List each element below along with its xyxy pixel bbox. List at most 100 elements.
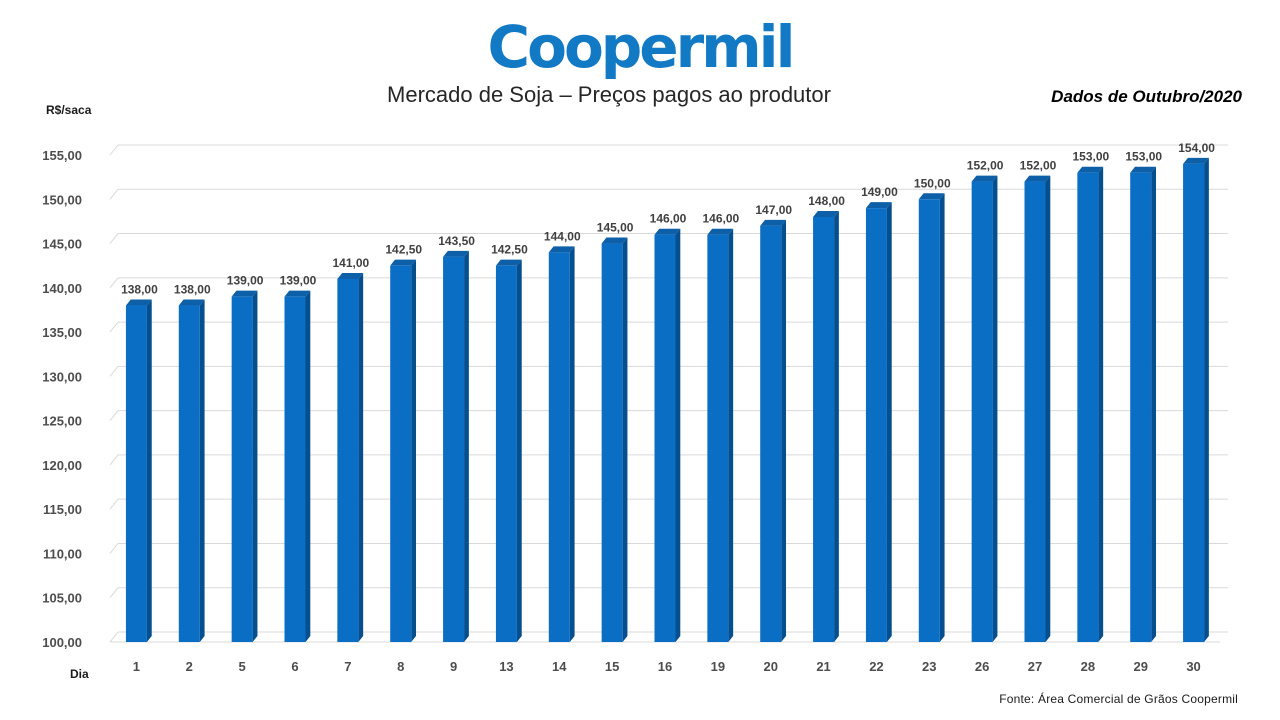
data-label: 138,00 bbox=[174, 283, 211, 297]
bar-top bbox=[654, 228, 681, 235]
data-label: 152,00 bbox=[1020, 159, 1057, 173]
x-tick-label: 7 bbox=[344, 659, 351, 674]
bar-side bbox=[886, 202, 892, 643]
bar-front bbox=[760, 225, 782, 642]
y-tick-label: 100,00 bbox=[42, 635, 82, 650]
y-tick-label: 145,00 bbox=[42, 237, 82, 252]
bar bbox=[1183, 157, 1209, 642]
bar-side bbox=[992, 175, 998, 642]
bar bbox=[548, 246, 575, 642]
x-tick-label: 14 bbox=[552, 659, 567, 674]
data-label: 152,00 bbox=[967, 159, 1004, 173]
data-label: 139,00 bbox=[280, 274, 317, 288]
gridline-diag bbox=[109, 144, 119, 156]
data-label: 141,00 bbox=[333, 256, 370, 270]
bar-side bbox=[464, 250, 469, 642]
bar-top bbox=[813, 210, 839, 217]
y-tick-label: 105,00 bbox=[42, 591, 82, 606]
x-tick-label: 23 bbox=[922, 659, 936, 674]
gridline-diag bbox=[109, 410, 119, 421]
bar-top bbox=[178, 299, 205, 306]
data-label: 142,50 bbox=[491, 243, 528, 257]
bar-side bbox=[199, 299, 205, 642]
data-label: 153,00 bbox=[1125, 150, 1162, 164]
gridline-diag bbox=[109, 498, 119, 510]
bar bbox=[1130, 166, 1157, 642]
bars bbox=[125, 157, 1209, 643]
bar-top bbox=[760, 219, 787, 226]
gridline-diag bbox=[109, 277, 119, 289]
bar bbox=[443, 250, 469, 642]
x-tick-label: 16 bbox=[658, 659, 672, 674]
bar-front bbox=[443, 256, 465, 642]
bar bbox=[125, 299, 152, 642]
bar-top bbox=[390, 259, 417, 266]
bar-front bbox=[1077, 172, 1099, 642]
bar bbox=[337, 272, 364, 642]
bar-front bbox=[178, 305, 200, 642]
bar bbox=[178, 299, 205, 642]
y-tick-label: 115,00 bbox=[43, 502, 82, 517]
gridline-diag bbox=[109, 321, 119, 333]
x-tick-label: 20 bbox=[763, 659, 777, 674]
chart-title: Mercado de Soja – Preços pagos ao produt… bbox=[387, 82, 831, 107]
bar bbox=[390, 259, 417, 642]
bar-top bbox=[337, 272, 364, 279]
bar-front bbox=[601, 243, 623, 642]
bar bbox=[654, 228, 681, 642]
bar-side bbox=[781, 219, 787, 642]
x-tick-label: 21 bbox=[816, 659, 830, 674]
bar bbox=[707, 228, 734, 642]
data-labels: 138,00 138,00 139,00 139,00 141,00 142,50 143,… bbox=[121, 141, 1215, 297]
y-tick-label: 140,00 bbox=[42, 281, 82, 296]
data-label: 138,00 bbox=[121, 283, 158, 297]
y-tick-label: 125,00 bbox=[42, 414, 82, 429]
x-tick-label: 30 bbox=[1186, 659, 1200, 674]
bar bbox=[971, 175, 998, 642]
bar bbox=[1077, 166, 1104, 642]
x-axis-label: Dia bbox=[70, 667, 89, 681]
bar-top bbox=[231, 290, 258, 297]
bar-front bbox=[971, 181, 993, 642]
bar-top bbox=[1077, 166, 1104, 173]
y-tick-label: 135,00 bbox=[42, 325, 82, 340]
bar-side bbox=[516, 259, 522, 642]
y-axis-label: R$/saca bbox=[46, 103, 92, 117]
bar-top bbox=[601, 237, 628, 244]
bar-front bbox=[1183, 163, 1205, 642]
bar bbox=[601, 237, 628, 642]
data-label: 143,50 bbox=[438, 234, 475, 248]
x-tick-label: 13 bbox=[499, 659, 513, 674]
bar-front bbox=[1130, 172, 1152, 642]
source-note: Fonte: Área Comercial de Grãos Coopermil bbox=[999, 692, 1238, 706]
bar bbox=[865, 202, 892, 643]
data-label: 149,00 bbox=[861, 185, 898, 199]
bar-side bbox=[1045, 175, 1051, 642]
bar-front bbox=[337, 278, 359, 642]
bar-front bbox=[918, 199, 940, 643]
bar-side bbox=[1204, 157, 1209, 642]
gridline-diag bbox=[109, 587, 119, 599]
coopermil-logo: Coopermil bbox=[487, 13, 796, 81]
data-label: 148,00 bbox=[808, 194, 845, 208]
y-tick-label: 110,00 bbox=[43, 546, 82, 561]
x-tick-label: 15 bbox=[605, 659, 619, 674]
bar-top bbox=[1183, 157, 1209, 164]
gridline-diag bbox=[109, 543, 119, 554]
x-tick-label: 8 bbox=[397, 659, 404, 674]
x-axis-ticks: 1 2 5 6 7 8 9 13 14 15 16 19 20 21 22 23 26 27 28 29 30 bbox=[133, 659, 1201, 674]
bar-side bbox=[305, 290, 311, 642]
bar bbox=[918, 193, 945, 643]
bar-side bbox=[411, 259, 417, 642]
bar-front bbox=[125, 305, 147, 642]
bar-side bbox=[1098, 166, 1104, 642]
bar-side bbox=[939, 193, 945, 643]
data-label: 144,00 bbox=[544, 229, 581, 243]
bar-side bbox=[728, 228, 734, 642]
bar-front bbox=[390, 265, 412, 642]
y-tick-label: 155,00 bbox=[42, 148, 82, 163]
bar bbox=[1024, 175, 1051, 642]
bar-front bbox=[1024, 181, 1046, 642]
bar-side bbox=[1151, 166, 1157, 642]
